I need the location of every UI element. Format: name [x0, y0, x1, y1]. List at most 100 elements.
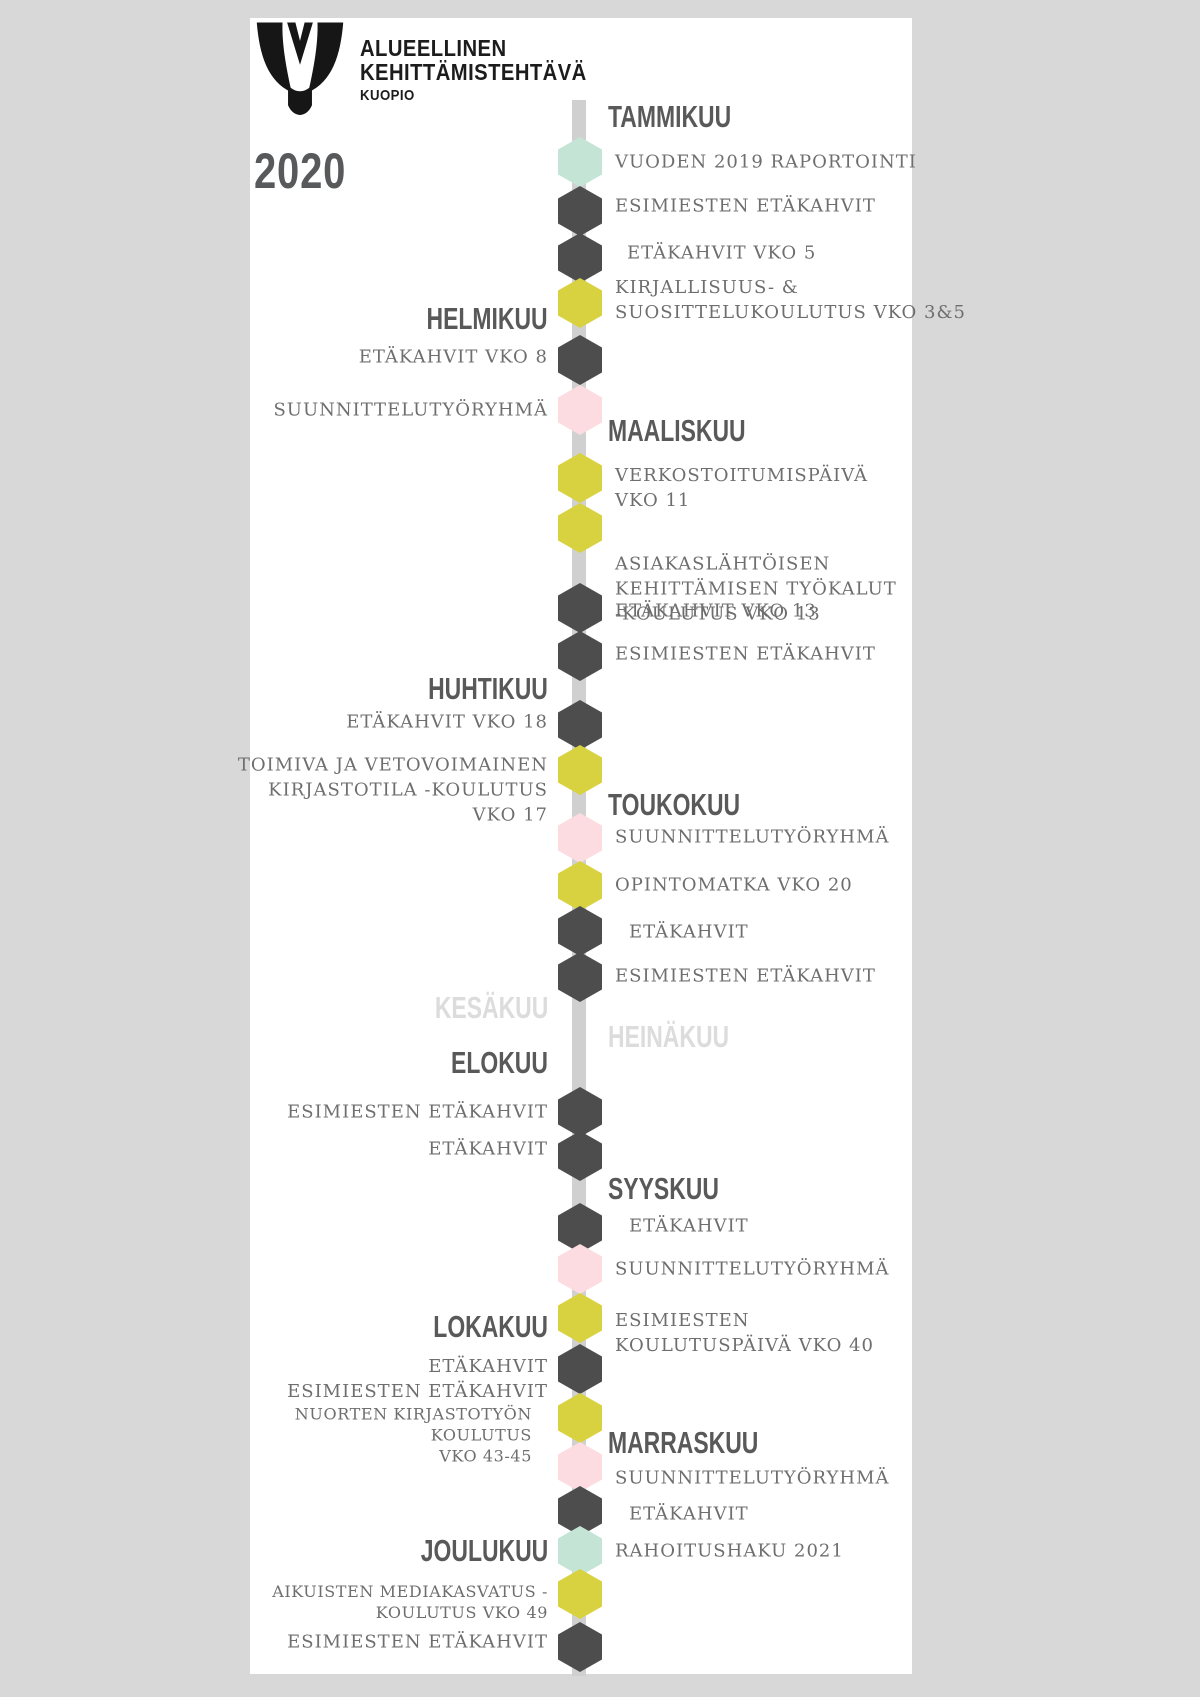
- event-label-line: ETÄKAHVIT: [428, 1356, 548, 1377]
- event-label-line: KOULUTUS: [430, 1425, 532, 1445]
- event-hexagon-dark: [558, 1622, 602, 1672]
- event-label-line: SUUNNITTELUTYÖRYHMÄ: [615, 1467, 890, 1489]
- event-label-line: ESIMIESTEN ETÄKAHVIT: [287, 1101, 548, 1123]
- month-label-text: HELMIKUU: [426, 301, 548, 336]
- event-label-line: KIRJALLISUUS- &: [615, 277, 799, 298]
- event-label-line: SUUNNITTELUTYÖRYHMÄ: [615, 1258, 890, 1280]
- event-label: NUORTEN KIRJASTOTYÖN KOULUTUS VKO 43-45: [295, 1404, 532, 1467]
- event-hexagon-yellow: [558, 1393, 602, 1443]
- event-label-line: ETÄKAHVIT: [629, 921, 749, 943]
- event-label: AIKUISTEN MEDIAKASVATUS - KOULUTUS VKO 49: [272, 1581, 548, 1623]
- event-hexagon-dark: [558, 1131, 602, 1181]
- event-label-line: ETÄKAHVIT VKO 5: [627, 242, 817, 264]
- event-label: SUUNNITTELUTYÖRYHMÄ: [615, 1257, 890, 1282]
- month-label-helmikuu: HELMIKUU: [384, 303, 548, 335]
- event-hexagon-dark: [558, 583, 602, 633]
- ake-m-crest-logo-icon: [256, 22, 344, 115]
- month-label-text: HEINÄKUU: [608, 1019, 730, 1054]
- logo-line-1: ALUEELLINEN: [360, 35, 507, 61]
- event-label-line: ESIMIESTEN ETÄKAHVIT: [615, 965, 876, 987]
- event-label-line: TOIMIVA JA VETOVOIMAINEN: [237, 754, 548, 776]
- month-label-heinakuu: HEINÄKUU: [608, 1021, 772, 1053]
- event-label-line: ETÄKAHVIT VKO 18: [346, 711, 548, 733]
- event-label-line: KEHITTÄMISEN TYÖKALUT: [615, 578, 897, 600]
- event-label: ETÄKAHVIT VKO 18: [346, 710, 548, 735]
- event-label: SUUNNITTELUTYÖRYHMÄ: [615, 825, 890, 850]
- event-hexagon-dark: [558, 700, 602, 750]
- event-label-line: ETÄKAHVIT VKO 8: [358, 346, 548, 368]
- event-label-line: ESIMIESTEN: [615, 1310, 750, 1331]
- month-label-elokuu: ELOKUU: [417, 1047, 548, 1079]
- month-label-huhtikuu: HUHTIKUU: [386, 673, 548, 705]
- event-label-line: OPINTOMATKA VKO 20: [615, 874, 853, 896]
- event-hexagon-pink: [558, 1244, 602, 1294]
- event-hexagon-yellow: [558, 503, 602, 553]
- month-label-text: MARRASKUU: [608, 1425, 759, 1460]
- month-label-toukokuu: TOUKOKUU: [608, 789, 787, 821]
- timeline: TAMMIKUU VUODEN 2019 RAPORTOINTI ESIMIESTE…: [238, 18, 965, 1676]
- event-hexagon-yellow: [558, 1293, 602, 1343]
- event-label: ETÄKAHVIT VKO 5: [627, 241, 816, 266]
- event-hexagon-dark: [558, 906, 602, 956]
- event-label: ETÄKAHVIT: [428, 1137, 548, 1162]
- logo-wordmark: ALUEELLINEN KEHITTÄMISTEHTÄVÄ KUOPIO: [360, 36, 618, 106]
- month-label-text: HUHTIKUU: [428, 671, 548, 706]
- event-hexagon-dark: [558, 233, 602, 283]
- event-label-line: ESIMIESTEN ETÄKAHVIT: [615, 643, 876, 665]
- month-label-marraskuu: MARRASKUU: [608, 1427, 811, 1459]
- event-label-line: KOULUTUS VKO 49: [375, 1603, 548, 1622]
- event-hexagon-pink: [558, 813, 602, 863]
- event-label-line: ASIAKASLÄHTÖISEN: [615, 553, 831, 575]
- event-hexagon-yellow: [558, 278, 602, 328]
- event-label-line: VERKOSTOITUMISPÄIVÄ: [615, 465, 869, 486]
- month-label-lokakuu: LOKAKUU: [393, 1311, 548, 1343]
- month-label-maaliskuu: MAALISKUU: [608, 415, 794, 447]
- event-label-line: NUORTEN KIRJASTOTYÖN: [294, 1404, 532, 1424]
- event-hexagon-dark: [558, 186, 602, 236]
- event-hexagon-yellow: [558, 861, 602, 911]
- event-hexagon-dark: [558, 1344, 602, 1394]
- month-label-kesakuu: KESÄKUU: [395, 992, 548, 1024]
- event-hexagon-yellow: [558, 745, 602, 795]
- event-label-line: SUUNNITTELUTYÖRYHMÄ: [615, 826, 890, 848]
- month-label-text: LOKAKUU: [433, 1309, 548, 1344]
- event-label-line: ETÄKAHVIT: [629, 1215, 749, 1237]
- event-label-line: ESIMIESTEN ETÄKAHVIT: [615, 195, 876, 217]
- event-label: ESIMIESTEN ETÄKAHVIT: [287, 1100, 548, 1125]
- event-label: ESIMIESTEN ETÄKAHVIT: [287, 1630, 548, 1655]
- event-hexagon-dark: [558, 1087, 602, 1137]
- event-label: ETÄKAHVIT VKO 8: [359, 345, 548, 370]
- event-label: VERKOSTOITUMISPÄIVÄ VKO 11: [615, 463, 868, 513]
- event-hexagon-pink: [558, 385, 602, 435]
- logo-line-2: KEHITTÄMISTEHTÄVÄ: [360, 59, 587, 85]
- month-label-text: ELOKUU: [451, 1045, 548, 1080]
- event-hexagon-dark: [558, 631, 602, 681]
- event-label: ETÄKAHVIT: [629, 920, 749, 945]
- event-label-line: KIRJASTOTILA -KOULUTUS: [268, 779, 548, 801]
- month-label-text: SYYSKUU: [608, 1171, 719, 1206]
- logo-city: KUOPIO: [360, 87, 415, 104]
- event-label: ETÄKAHVIT: [629, 1214, 749, 1239]
- month-label-text: TAMMIKUU: [608, 99, 732, 134]
- event-label-line: -KOULUTUS VKO 13: [615, 603, 821, 625]
- month-label-joulukuu: JOULUKUU: [376, 1535, 548, 1567]
- event-label-line: ESIMIESTEN ETÄKAHVIT: [287, 1631, 548, 1653]
- event-label-line: RAHOITUSHAKU 2021: [615, 1540, 844, 1562]
- event-label-line: VKO 11: [615, 490, 691, 511]
- event-label-line: VKO 17: [472, 804, 548, 826]
- event-label: KIRJALLISUUS- & SUOSITTELUKOULUTUS VKO 3&…: [615, 275, 966, 325]
- event-hexagon-dark: [558, 335, 602, 385]
- month-label-syyskuu: SYYSKUU: [608, 1173, 758, 1205]
- event-hexagon-pink: [558, 1442, 602, 1492]
- event-label-line: SUUNNITTELUTYÖRYHMÄ: [273, 399, 548, 421]
- year-label: 2020: [254, 143, 347, 199]
- event-label: TOIMIVA JA VETOVOIMAINEN KIRJASTOTILA -KO…: [238, 753, 548, 828]
- event-label: ESIMIESTEN ETÄKAHVIT: [615, 964, 876, 989]
- event-label-line: AIKUISTEN MEDIAKASVATUS -: [272, 1582, 548, 1601]
- event-hexagon-mint: [558, 137, 602, 187]
- event-label-line: SUOSITTELUKOULUTUS VKO 3&5: [615, 302, 966, 323]
- event-label: RAHOITUSHAKU 2021: [615, 1539, 844, 1564]
- month-label-tammikuu: TAMMIKUU: [608, 101, 774, 133]
- event-label: VUODEN 2019 RAPORTOINTI: [615, 150, 917, 175]
- event-label: ETÄKAHVIT VKO 13: [615, 599, 817, 624]
